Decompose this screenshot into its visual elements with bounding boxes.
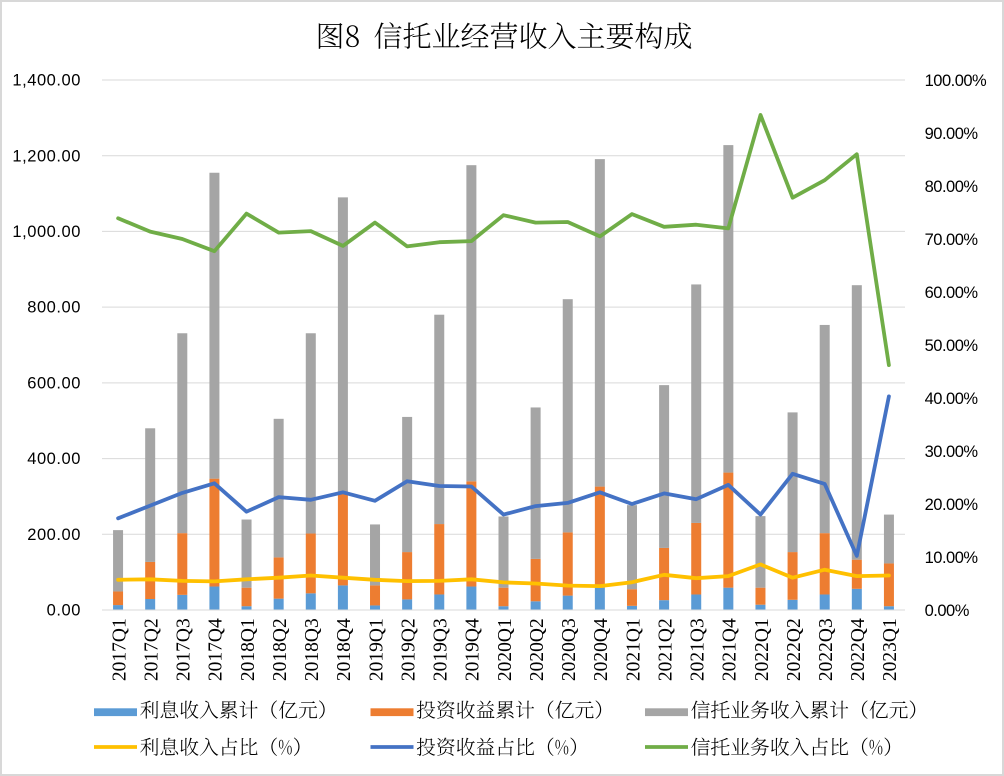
- svg-text:2020Q4: 2020Q4: [591, 618, 612, 681]
- svg-text:100.00%: 100.00%: [925, 72, 987, 90]
- svg-text:2023Q1: 2023Q1: [880, 618, 901, 681]
- svg-text:90.00%: 90.00%: [925, 125, 979, 143]
- svg-text:40.00%: 40.00%: [925, 390, 979, 408]
- svg-text:2019Q1: 2019Q1: [366, 618, 387, 681]
- svg-text:200.00: 200.00: [27, 526, 81, 544]
- svg-text:400.00: 400.00: [27, 450, 81, 468]
- svg-text:2022Q1: 2022Q1: [752, 618, 773, 681]
- svg-text:2022Q2: 2022Q2: [784, 618, 805, 681]
- svg-text:0.00%: 0.00%: [925, 602, 970, 620]
- svg-text:2017Q3: 2017Q3: [174, 618, 195, 681]
- svg-text:2019Q3: 2019Q3: [431, 618, 452, 681]
- svg-text:2018Q1: 2018Q1: [238, 618, 259, 681]
- svg-text:50.00%: 50.00%: [925, 337, 979, 355]
- svg-text:600.00: 600.00: [27, 375, 81, 393]
- svg-text:2017Q4: 2017Q4: [206, 618, 227, 681]
- svg-text:2017Q2: 2017Q2: [142, 618, 163, 681]
- svg-text:2020Q3: 2020Q3: [559, 618, 580, 681]
- svg-text:2019Q4: 2019Q4: [463, 618, 484, 681]
- svg-text:10.00%: 10.00%: [925, 549, 979, 567]
- svg-text:2021Q1: 2021Q1: [623, 618, 644, 681]
- svg-text:2018Q3: 2018Q3: [302, 618, 323, 681]
- svg-text:800.00: 800.00: [27, 299, 81, 317]
- svg-text:70.00%: 70.00%: [925, 231, 979, 249]
- svg-text:2021Q3: 2021Q3: [688, 618, 709, 681]
- svg-text:1,200.00: 1,200.00: [12, 147, 81, 165]
- svg-text:2021Q4: 2021Q4: [720, 618, 741, 681]
- svg-text:60.00%: 60.00%: [925, 284, 979, 302]
- svg-text:80.00%: 80.00%: [925, 178, 979, 196]
- svg-text:30.00%: 30.00%: [925, 443, 979, 461]
- svg-text:2018Q2: 2018Q2: [270, 618, 291, 681]
- svg-text:2020Q1: 2020Q1: [495, 618, 516, 681]
- svg-text:2022Q4: 2022Q4: [848, 618, 869, 681]
- svg-text:2021Q2: 2021Q2: [655, 618, 676, 681]
- svg-text:2020Q2: 2020Q2: [527, 618, 548, 681]
- svg-text:1,000.00: 1,000.00: [12, 223, 81, 241]
- svg-text:2018Q4: 2018Q4: [334, 618, 355, 681]
- svg-text:1,400.00: 1,400.00: [12, 72, 81, 90]
- svg-text:20.00%: 20.00%: [925, 496, 979, 514]
- svg-text:0.00: 0.00: [47, 602, 81, 620]
- svg-text:2017Q1: 2017Q1: [109, 618, 130, 681]
- svg-text:2022Q3: 2022Q3: [816, 618, 837, 681]
- svg-text:2019Q2: 2019Q2: [398, 618, 419, 681]
